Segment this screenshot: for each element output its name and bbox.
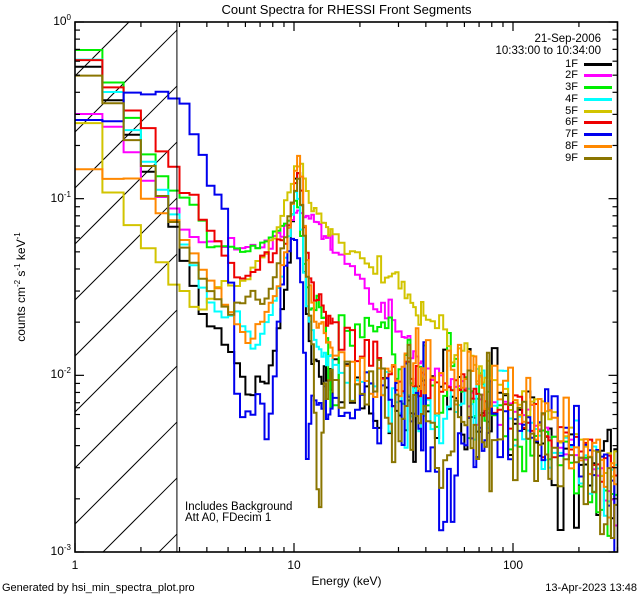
legend-swatch-2f xyxy=(584,74,612,78)
legend-label-6f: 6F xyxy=(565,116,578,129)
legend-label-3f: 3F xyxy=(565,81,578,93)
y-axis-label: counts cm-2 s-1 keV-1 xyxy=(13,232,28,342)
x-tick-label: 1 xyxy=(71,558,79,572)
axes xyxy=(74,21,619,553)
series-curve-5f xyxy=(75,122,618,478)
legend-label-8f: 8F xyxy=(565,139,578,152)
y-tick-label: 10-1 xyxy=(50,189,71,205)
legend-swatch-3f xyxy=(584,86,612,89)
note-includes-background: Includes Background xyxy=(185,501,293,513)
observation-time-range: 10:33:00 to 10:34:00 xyxy=(495,45,601,57)
chart-title: Count Spectra for RHESSI Front Segments xyxy=(221,2,472,17)
series-curve-7f xyxy=(75,90,618,552)
legend-label-5f: 5F xyxy=(565,104,578,117)
footer-datetime: 13-Apr-2023 13:48 xyxy=(545,582,637,594)
x-tick-label: 10 xyxy=(287,558,301,572)
series-curve-9f xyxy=(75,74,618,539)
x-tick-label: 100 xyxy=(502,558,524,572)
spectra-series-group xyxy=(75,49,618,552)
legend-swatch-8f xyxy=(584,144,612,148)
legend-swatch-7f xyxy=(584,133,612,136)
series-curve-6f xyxy=(75,59,618,483)
series-curve-3f xyxy=(75,49,618,537)
legend-label-1f: 1F xyxy=(565,57,578,70)
hatch-region xyxy=(75,22,178,552)
series-curve-8f xyxy=(75,154,618,519)
x-axis-label: Energy (keV) xyxy=(311,574,382,588)
y-tick-label: 10-3 xyxy=(50,543,71,559)
observation-date: 21-Sep-2006 xyxy=(534,33,602,45)
legend-label-2f: 2F xyxy=(565,69,578,82)
footer-generator-text: Generated by hsi_min_spectra_plot.pro xyxy=(2,582,195,594)
legend-swatch-1f xyxy=(584,62,612,66)
legend-label-4f: 4F xyxy=(565,92,578,105)
legend-swatch-9f xyxy=(584,156,612,160)
note-attenuator-state: Att A0, FDecim 1 xyxy=(185,512,272,524)
legend-label-9f: 9F xyxy=(565,151,578,164)
legend-label-7f: 7F xyxy=(565,128,578,140)
legend-swatch-5f xyxy=(584,109,612,113)
legend-swatch-6f xyxy=(584,121,612,125)
legend-swatch-4f xyxy=(584,97,612,101)
y-tick-label: 10-2 xyxy=(50,366,71,382)
y-tick-label: 100 xyxy=(53,13,71,29)
